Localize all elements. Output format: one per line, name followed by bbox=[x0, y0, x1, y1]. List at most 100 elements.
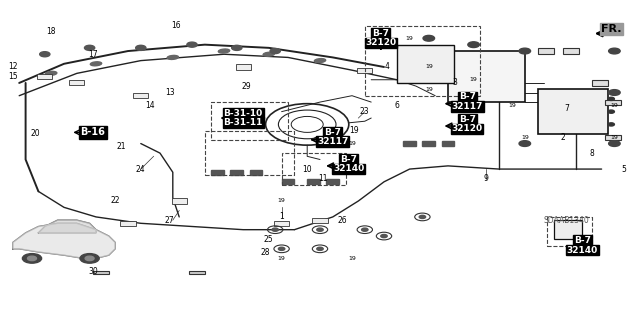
Bar bbox=[37, 74, 52, 79]
Text: SDAAB1340: SDAAB1340 bbox=[543, 216, 589, 225]
Circle shape bbox=[80, 254, 99, 263]
Bar bbox=[133, 93, 148, 98]
Ellipse shape bbox=[45, 71, 57, 75]
Text: 32120: 32120 bbox=[365, 38, 396, 47]
Bar bbox=[326, 179, 339, 184]
Bar bbox=[538, 89, 608, 134]
Bar bbox=[236, 64, 251, 70]
Bar bbox=[211, 170, 224, 175]
Text: 19: 19 bbox=[380, 36, 388, 41]
Circle shape bbox=[468, 42, 479, 48]
Text: 6: 6 bbox=[394, 101, 399, 110]
Circle shape bbox=[362, 228, 368, 231]
Bar bbox=[211, 102, 288, 140]
Bar bbox=[172, 198, 187, 204]
Text: 19: 19 bbox=[425, 87, 433, 92]
Circle shape bbox=[609, 90, 620, 95]
Bar bbox=[397, 45, 454, 83]
Bar bbox=[403, 141, 416, 146]
Text: 16: 16 bbox=[171, 21, 181, 30]
Text: 19: 19 bbox=[425, 64, 433, 70]
Text: 30: 30 bbox=[88, 267, 98, 276]
Text: B-7: B-7 bbox=[340, 155, 357, 164]
Text: 19: 19 bbox=[470, 100, 477, 105]
Text: B-7: B-7 bbox=[324, 128, 341, 137]
Circle shape bbox=[608, 123, 614, 126]
Bar bbox=[93, 271, 109, 274]
Bar bbox=[605, 135, 621, 140]
Text: 19: 19 bbox=[406, 36, 413, 41]
Circle shape bbox=[278, 247, 285, 250]
Text: 19: 19 bbox=[521, 135, 529, 140]
Text: 12: 12 bbox=[8, 63, 17, 71]
Text: B-7: B-7 bbox=[459, 115, 476, 124]
Text: B-31-10: B-31-10 bbox=[223, 109, 263, 118]
Circle shape bbox=[423, 35, 435, 41]
Bar bbox=[605, 100, 621, 105]
Text: B-7: B-7 bbox=[459, 93, 476, 101]
Text: 19: 19 bbox=[278, 256, 285, 261]
Bar bbox=[365, 26, 480, 96]
Text: 19: 19 bbox=[611, 135, 618, 140]
Circle shape bbox=[232, 45, 242, 50]
Text: 32117: 32117 bbox=[317, 137, 349, 146]
Text: 20: 20 bbox=[30, 130, 40, 138]
Ellipse shape bbox=[218, 49, 230, 53]
Text: 23: 23 bbox=[360, 107, 370, 116]
Text: B-7: B-7 bbox=[372, 29, 389, 38]
Ellipse shape bbox=[263, 52, 275, 56]
Text: 29: 29 bbox=[241, 82, 252, 91]
Bar bbox=[282, 179, 294, 184]
Circle shape bbox=[419, 215, 426, 219]
Ellipse shape bbox=[167, 56, 179, 59]
Text: 32120: 32120 bbox=[452, 124, 483, 133]
Text: 17: 17 bbox=[88, 50, 98, 59]
Text: 19: 19 bbox=[278, 198, 285, 204]
Text: 11: 11 bbox=[319, 174, 328, 183]
Circle shape bbox=[40, 52, 50, 57]
Text: 32117: 32117 bbox=[451, 102, 483, 111]
Text: 28: 28 bbox=[261, 248, 270, 256]
Circle shape bbox=[136, 45, 146, 50]
Text: 24: 24 bbox=[136, 165, 146, 174]
Text: 3: 3 bbox=[452, 78, 457, 87]
Text: B-7: B-7 bbox=[574, 236, 591, 245]
Circle shape bbox=[381, 234, 387, 238]
Text: 2: 2 bbox=[561, 133, 566, 142]
Polygon shape bbox=[13, 223, 115, 258]
Circle shape bbox=[317, 228, 323, 231]
Text: 32140: 32140 bbox=[333, 164, 364, 173]
Bar bbox=[448, 51, 525, 102]
Text: 32140: 32140 bbox=[567, 246, 598, 255]
Bar bbox=[592, 80, 608, 86]
Text: 27: 27 bbox=[164, 216, 175, 225]
Text: 19: 19 bbox=[349, 126, 359, 135]
Text: 19: 19 bbox=[348, 256, 356, 261]
Text: 4: 4 bbox=[385, 63, 390, 71]
Circle shape bbox=[187, 42, 197, 47]
Circle shape bbox=[272, 228, 278, 231]
Circle shape bbox=[378, 29, 390, 35]
Bar bbox=[69, 80, 84, 85]
Text: 25: 25 bbox=[264, 235, 274, 244]
Circle shape bbox=[22, 254, 42, 263]
Circle shape bbox=[270, 48, 280, 54]
Text: 18: 18 bbox=[47, 27, 56, 36]
Text: 14: 14 bbox=[145, 101, 156, 110]
Circle shape bbox=[609, 48, 620, 54]
Bar bbox=[230, 170, 243, 175]
Circle shape bbox=[28, 256, 36, 261]
Bar bbox=[307, 179, 320, 184]
Ellipse shape bbox=[90, 62, 102, 66]
Bar bbox=[554, 220, 582, 239]
Bar bbox=[312, 218, 328, 223]
Text: 19: 19 bbox=[348, 141, 356, 146]
Circle shape bbox=[608, 110, 614, 113]
Bar bbox=[250, 170, 262, 175]
Text: 21: 21 bbox=[117, 142, 126, 151]
Text: B-31-11: B-31-11 bbox=[223, 118, 263, 127]
Bar bbox=[205, 131, 294, 175]
Bar bbox=[189, 271, 205, 274]
Text: 19: 19 bbox=[611, 103, 618, 108]
Text: 8: 8 bbox=[589, 149, 595, 158]
